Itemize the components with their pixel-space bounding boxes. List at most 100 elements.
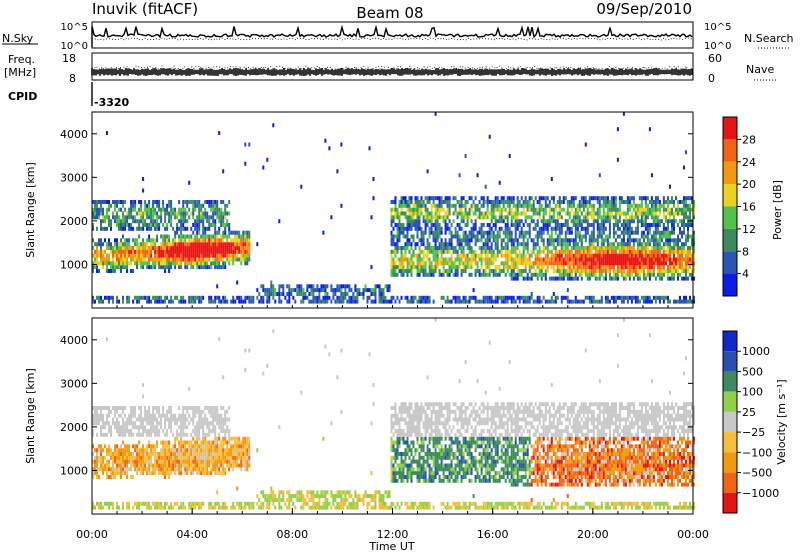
power-cell — [382, 295, 385, 300]
power-cell — [228, 234, 231, 239]
power-cell — [230, 246, 233, 250]
power-cell — [96, 215, 98, 220]
power-cell — [210, 253, 213, 258]
power-cell — [234, 238, 237, 243]
velocity-cell — [212, 448, 215, 453]
power-cell — [566, 200, 569, 204]
velocity-cell — [180, 455, 183, 460]
power-cell — [667, 219, 669, 224]
power-cell — [134, 203, 137, 208]
power-cell — [570, 230, 573, 235]
power-cell — [616, 261, 619, 266]
power-cell — [540, 299, 543, 304]
power-cell — [390, 200, 393, 204]
power-cell — [152, 238, 155, 243]
power-cell — [667, 249, 669, 254]
power-cell — [538, 200, 541, 204]
velocity-cell — [202, 471, 205, 476]
power-cell — [646, 203, 649, 208]
power-cell — [650, 265, 653, 270]
power-cell — [656, 272, 659, 277]
power-cell — [142, 295, 145, 300]
power-cell — [634, 257, 637, 262]
velocity-cell — [122, 448, 124, 453]
power-cell — [534, 196, 537, 201]
power-cell — [578, 265, 581, 270]
power-cell — [434, 226, 437, 231]
velocity-cell — [212, 467, 215, 472]
velocity-cell — [186, 440, 189, 445]
power-cell — [562, 200, 565, 204]
velocity-cell — [214, 432, 217, 437]
power-cell — [652, 265, 655, 270]
power-cell — [660, 272, 663, 277]
power-cell — [624, 223, 627, 227]
power-cell — [584, 257, 587, 262]
power-cell — [510, 238, 513, 243]
power-cell — [656, 242, 659, 247]
power-cell — [530, 207, 533, 212]
power-cell — [552, 196, 555, 201]
velocity-cell — [158, 459, 161, 464]
power-cell — [464, 207, 467, 212]
power-cell — [434, 211, 437, 216]
power-cell — [504, 253, 507, 258]
power-cell — [488, 230, 491, 235]
velocity-cell — [198, 413, 201, 418]
power-cell — [372, 288, 375, 293]
power-cell — [132, 299, 135, 304]
power-cell — [330, 299, 333, 304]
velocity-cell — [184, 505, 187, 510]
velocity-cell — [212, 406, 215, 410]
velocity-cell — [98, 501, 100, 506]
power-cell — [504, 299, 507, 304]
power-cell — [126, 257, 129, 262]
power-cell — [184, 211, 187, 216]
power-cell — [522, 223, 525, 227]
power-cell — [434, 265, 437, 270]
power-cell — [644, 265, 647, 270]
velocity-cell — [208, 444, 211, 449]
power-cell — [568, 276, 571, 281]
power-cell — [562, 249, 565, 254]
power-cell — [494, 272, 497, 277]
power-cell — [332, 288, 335, 293]
power-cell — [468, 295, 471, 300]
colorbar-tick-label: 12 — [742, 223, 756, 236]
power-cell — [192, 207, 195, 212]
power-cell — [622, 223, 625, 227]
power-cell — [144, 219, 147, 224]
power-cell — [636, 230, 639, 235]
power-cell — [130, 253, 133, 258]
velocity-cell — [184, 448, 187, 453]
power-cell — [440, 238, 443, 243]
power-cell — [156, 253, 159, 258]
power-cell — [208, 295, 211, 300]
power-cell — [226, 299, 229, 304]
power-cell — [308, 284, 311, 289]
power-cell — [420, 249, 423, 254]
power-cell — [180, 219, 183, 224]
power-cell — [138, 299, 141, 304]
power-cell — [118, 257, 120, 262]
power-cell — [540, 226, 543, 231]
power-cell — [336, 284, 339, 289]
power-cell — [392, 234, 395, 239]
velocity-cell — [164, 425, 167, 430]
power-cell — [424, 261, 427, 266]
power-cell — [100, 253, 102, 258]
power-cell — [671, 246, 673, 250]
power-cell — [677, 253, 679, 258]
velocity-cell — [134, 448, 137, 453]
colorbar-block — [723, 161, 737, 185]
power-cell — [540, 269, 543, 273]
velocity-cell — [210, 440, 213, 445]
power-cell — [428, 299, 431, 304]
power-cell — [636, 215, 639, 220]
power-cell — [168, 299, 171, 304]
velocity-cell — [96, 475, 98, 479]
velocity-cell — [146, 501, 149, 506]
velocity-cell — [214, 471, 217, 476]
power-cell — [576, 257, 579, 262]
power-cell — [614, 261, 617, 266]
